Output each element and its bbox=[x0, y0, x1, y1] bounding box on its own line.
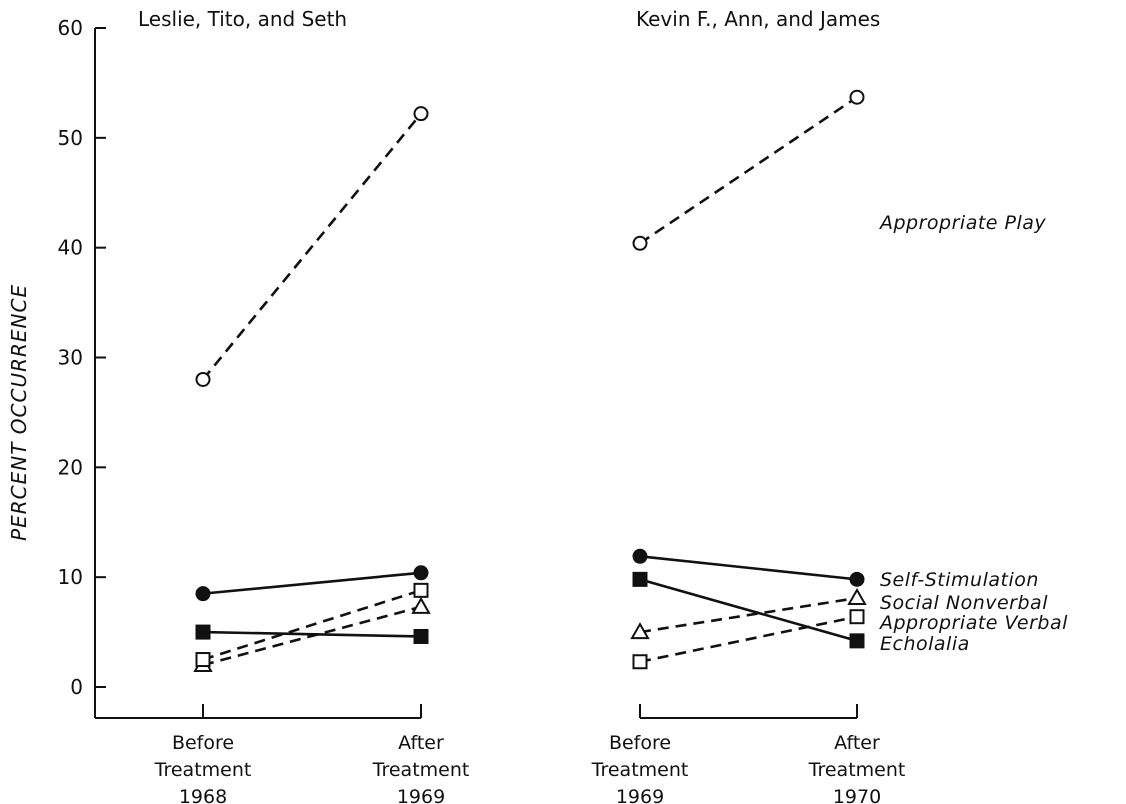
x-category-label-line: Before bbox=[609, 732, 671, 754]
echolalia-point bbox=[849, 633, 865, 649]
axes: 0 10 20 30 40 50 60 PERCENT OCCURRENCE Before Tre… bbox=[7, 16, 905, 804]
panel-title: Leslie, Tito, and Seth bbox=[138, 7, 347, 31]
x-category-label-line: Treatment bbox=[808, 759, 906, 781]
x-category-label-line: Treatment bbox=[372, 759, 470, 781]
x-category-label: Before Treatment 1968 bbox=[154, 732, 252, 804]
x-category-label-line: After bbox=[398, 732, 444, 754]
appropriate-play-label: Appropriate Play bbox=[878, 212, 1046, 234]
social-nonverbal-point bbox=[847, 588, 867, 606]
appropriate-verbal-line-panel-2 bbox=[639, 615, 858, 664]
x-category-label-line: 1969 bbox=[616, 786, 664, 804]
appropriate-play-point bbox=[413, 106, 429, 122]
echolalia-line-panel-1 bbox=[202, 630, 422, 638]
appropriate-play-line-panel-2 bbox=[639, 96, 858, 245]
x-category-label-line: 1969 bbox=[397, 786, 445, 804]
x-category-label: After Treatment 1970 bbox=[808, 732, 906, 804]
self-stimulation-line-panel-2 bbox=[639, 555, 858, 581]
y-tick-label: 20 bbox=[58, 455, 83, 479]
echolalia-point bbox=[632, 571, 648, 587]
self-stimulation-line-panel-1 bbox=[202, 571, 422, 595]
y-tick-label: 30 bbox=[58, 346, 83, 370]
appropriate-verbal-label: Appropriate Verbal bbox=[878, 612, 1068, 634]
x-category-label-line: 1970 bbox=[833, 786, 881, 804]
appropriate-verbal-point bbox=[849, 609, 865, 625]
appropriate-play-point bbox=[195, 371, 211, 387]
self-stimulation-label: Self-Stimulation bbox=[880, 569, 1039, 591]
y-axis-title: PERCENT OCCURRENCE bbox=[7, 284, 31, 541]
y-tick-label: 0 bbox=[70, 675, 83, 699]
panel-title: Kevin F., Ann, and James bbox=[636, 7, 880, 31]
social-nonverbal-label: Social Nonverbal bbox=[880, 592, 1048, 614]
self-stimulation-point bbox=[849, 571, 865, 587]
social-nonverbal-point bbox=[630, 622, 650, 640]
social-nonverbal-point bbox=[411, 596, 431, 614]
panel-titles: Leslie, Tito, and Seth Kevin F., Ann, and… bbox=[138, 7, 880, 31]
y-tick-label: 50 bbox=[58, 126, 83, 150]
y-tick-label: 60 bbox=[58, 16, 83, 40]
x-category-label-line: After bbox=[834, 732, 880, 754]
echolalia-line-panel-2 bbox=[639, 578, 858, 643]
appropriate-play-point bbox=[632, 235, 648, 251]
echolalia-label: Echolalia bbox=[880, 633, 970, 655]
x-category-label-line: Before bbox=[172, 732, 234, 754]
x-category-label: Before Treatment 1969 bbox=[591, 732, 689, 804]
appropriate-verbal-point bbox=[413, 582, 429, 598]
appropriate-play-point bbox=[849, 89, 865, 105]
y-tick-label: 40 bbox=[58, 236, 83, 260]
self-stimulation-point bbox=[632, 548, 648, 564]
self-stimulation-point bbox=[195, 586, 211, 602]
social-nonverbal-line-panel-2 bbox=[639, 596, 858, 634]
x-category-label-line: Treatment bbox=[154, 759, 252, 781]
appropriate-verbal-point bbox=[195, 652, 211, 668]
x-category-label: After Treatment 1969 bbox=[372, 732, 470, 804]
appropriate-play-line-panel-1 bbox=[201, 112, 423, 381]
appropriate-verbal-line-panel-1 bbox=[202, 589, 422, 661]
echolalia-point bbox=[195, 624, 211, 640]
series-layer bbox=[193, 89, 867, 673]
x-category-label-line: 1968 bbox=[179, 786, 227, 804]
x-category-label-line: Treatment bbox=[591, 759, 689, 781]
y-tick-label: 10 bbox=[58, 565, 83, 589]
echolalia-point bbox=[413, 628, 429, 644]
social-nonverbal-line-panel-1 bbox=[202, 605, 422, 667]
self-stimulation-point bbox=[413, 565, 429, 581]
appropriate-verbal-point bbox=[632, 654, 648, 670]
